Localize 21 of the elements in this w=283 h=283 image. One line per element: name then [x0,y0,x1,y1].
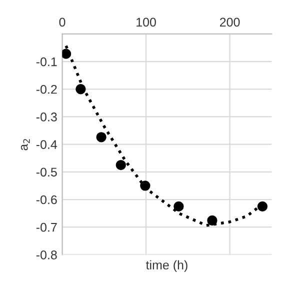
point [96,132,106,142]
point [140,180,150,191]
y-axis-title: a$_{2}$ [20,139,30,150]
x-axis-title: time (h) [146,260,188,272]
point [76,84,86,94]
y-tick-label: -0.1 [36,57,57,66]
point [257,201,268,212]
point [174,201,184,212]
point [116,160,126,170]
y-tick-label: -0.6 [36,195,57,204]
y-tick-label: -0.2 [36,84,57,94]
y-tick-label: -0.5 [36,168,57,177]
x-tick-label: 200 [220,18,240,27]
x-tick-label: 100 [136,18,156,27]
x-tick-label: 0 [59,18,66,27]
y-tick-label: -0.8 [36,250,57,260]
y-tick-label: -0.3 [36,112,57,122]
y-tick-label: -0.7 [36,222,57,232]
point [62,48,72,59]
point [207,215,218,226]
y-tick-label: -0.4 [36,140,58,149]
